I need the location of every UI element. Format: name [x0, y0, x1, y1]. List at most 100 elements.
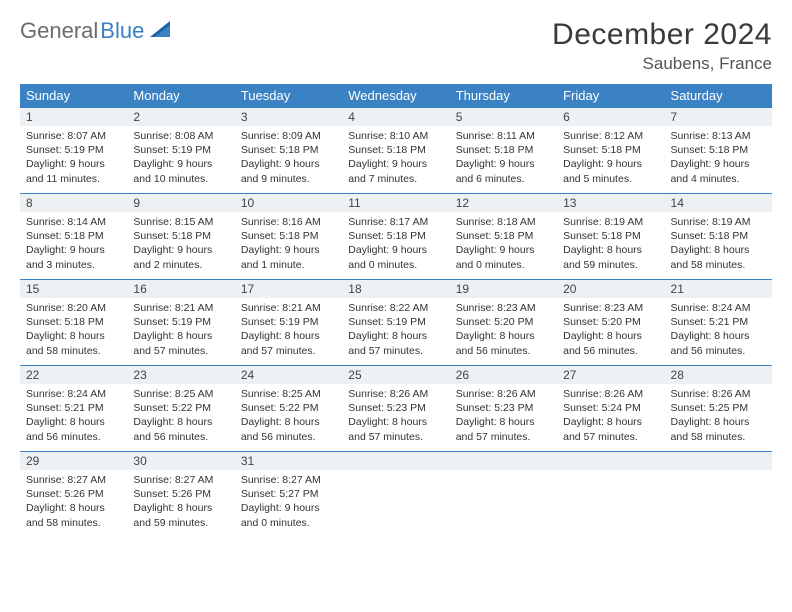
day-line-d1: Daylight: 8 hours — [671, 329, 766, 343]
month-title: December 2024 — [552, 18, 772, 52]
day-number: 3 — [235, 108, 342, 126]
day-details: Sunrise: 8:09 AMSunset: 5:18 PMDaylight:… — [235, 126, 342, 190]
day-line-d1: Daylight: 8 hours — [563, 243, 658, 257]
day-line-d1: Daylight: 9 hours — [348, 243, 443, 257]
day-details — [557, 470, 664, 530]
day-number: 14 — [665, 194, 772, 212]
day-line-d1: Daylight: 8 hours — [26, 329, 121, 343]
day-line-d2: and 58 minutes. — [26, 344, 121, 358]
day-line-d2: and 3 minutes. — [26, 258, 121, 272]
day-number: 30 — [127, 452, 234, 470]
calendar-cell: 4Sunrise: 8:10 AMSunset: 5:18 PMDaylight… — [342, 108, 449, 194]
day-details: Sunrise: 8:21 AMSunset: 5:19 PMDaylight:… — [235, 298, 342, 362]
day-line-d1: Daylight: 9 hours — [26, 157, 121, 171]
day-line-sr: Sunrise: 8:22 AM — [348, 301, 443, 315]
weekday-header: Monday — [127, 84, 234, 108]
day-line-d2: and 56 minutes. — [26, 430, 121, 444]
day-line-sr: Sunrise: 8:16 AM — [241, 215, 336, 229]
day-line-d2: and 5 minutes. — [563, 172, 658, 186]
day-line-d2: and 57 minutes. — [241, 344, 336, 358]
calendar-cell: 10Sunrise: 8:16 AMSunset: 5:18 PMDayligh… — [235, 194, 342, 280]
day-number: 5 — [450, 108, 557, 126]
day-line-sr: Sunrise: 8:20 AM — [26, 301, 121, 315]
day-details: Sunrise: 8:23 AMSunset: 5:20 PMDaylight:… — [557, 298, 664, 362]
day-line-ss: Sunset: 5:18 PM — [241, 143, 336, 157]
day-line-ss: Sunset: 5:25 PM — [671, 401, 766, 415]
day-number — [342, 452, 449, 470]
day-details: Sunrise: 8:20 AMSunset: 5:18 PMDaylight:… — [20, 298, 127, 362]
day-number: 8 — [20, 194, 127, 212]
header: GeneralBlue December 2024 Saubens, Franc… — [20, 18, 772, 74]
day-line-ss: Sunset: 5:18 PM — [133, 229, 228, 243]
day-line-sr: Sunrise: 8:26 AM — [563, 387, 658, 401]
day-line-ss: Sunset: 5:18 PM — [26, 315, 121, 329]
calendar-cell: 5Sunrise: 8:11 AMSunset: 5:18 PMDaylight… — [450, 108, 557, 194]
day-line-ss: Sunset: 5:19 PM — [241, 315, 336, 329]
calendar-cell-empty — [557, 452, 664, 538]
calendar-cell: 16Sunrise: 8:21 AMSunset: 5:19 PMDayligh… — [127, 280, 234, 366]
day-line-d2: and 10 minutes. — [133, 172, 228, 186]
calendar-week-row: 8Sunrise: 8:14 AMSunset: 5:18 PMDaylight… — [20, 194, 772, 280]
day-line-d2: and 9 minutes. — [241, 172, 336, 186]
day-line-d1: Daylight: 8 hours — [241, 329, 336, 343]
day-line-d1: Daylight: 9 hours — [456, 157, 551, 171]
day-line-sr: Sunrise: 8:26 AM — [671, 387, 766, 401]
day-number: 27 — [557, 366, 664, 384]
day-line-sr: Sunrise: 8:24 AM — [671, 301, 766, 315]
day-number: 2 — [127, 108, 234, 126]
day-line-ss: Sunset: 5:18 PM — [671, 229, 766, 243]
day-line-d1: Daylight: 9 hours — [133, 243, 228, 257]
day-line-d2: and 59 minutes. — [563, 258, 658, 272]
calendar-cell: 21Sunrise: 8:24 AMSunset: 5:21 PMDayligh… — [665, 280, 772, 366]
day-line-sr: Sunrise: 8:13 AM — [671, 129, 766, 143]
day-number: 29 — [20, 452, 127, 470]
day-line-ss: Sunset: 5:23 PM — [348, 401, 443, 415]
day-line-sr: Sunrise: 8:25 AM — [133, 387, 228, 401]
day-number: 12 — [450, 194, 557, 212]
day-line-d1: Daylight: 9 hours — [26, 243, 121, 257]
day-line-d2: and 56 minutes. — [241, 430, 336, 444]
day-line-d1: Daylight: 8 hours — [348, 415, 443, 429]
calendar-cell: 28 Sunrise: 8:26 AMSunset: 5:25 PMDayligh… — [665, 366, 772, 452]
day-line-d2: and 56 minutes. — [563, 344, 658, 358]
day-line-d1: Daylight: 9 hours — [133, 157, 228, 171]
day-line-ss: Sunset: 5:18 PM — [348, 143, 443, 157]
day-line-sr: Sunrise: 8:21 AM — [133, 301, 228, 315]
calendar-cell-empty — [450, 452, 557, 538]
day-line-sr: Sunrise: 8:27 AM — [26, 473, 121, 487]
day-line-d2: and 59 minutes. — [133, 516, 228, 530]
day-details — [450, 470, 557, 530]
calendar-cell-empty — [665, 452, 772, 538]
calendar-cell: 31Sunrise: 8:27 AMSunset: 5:27 PMDayligh… — [235, 452, 342, 538]
calendar-cell: 24Sunrise: 8:25 AMSunset: 5:22 PMDayligh… — [235, 366, 342, 452]
calendar-head: SundayMondayTuesdayWednesdayThursdayFrid… — [20, 84, 772, 108]
day-line-d1: Daylight: 8 hours — [456, 415, 551, 429]
calendar-cell: 25Sunrise: 8:26 AMSunset: 5:23 PMDayligh… — [342, 366, 449, 452]
calendar-cell: 6Sunrise: 8:12 AMSunset: 5:18 PMDaylight… — [557, 108, 664, 194]
day-line-sr: Sunrise: 8:15 AM — [133, 215, 228, 229]
day-number — [450, 452, 557, 470]
day-line-ss: Sunset: 5:24 PM — [563, 401, 658, 415]
day-line-d1: Daylight: 8 hours — [671, 415, 766, 429]
day-number: 11 — [342, 194, 449, 212]
day-line-sr: Sunrise: 8:24 AM — [26, 387, 121, 401]
day-details: Sunrise: 8:13 AMSunset: 5:18 PMDaylight:… — [665, 126, 772, 190]
day-number: 20 — [557, 280, 664, 298]
day-line-d2: and 58 minutes. — [671, 430, 766, 444]
calendar-body: 1Sunrise: 8:07 AMSunset: 5:19 PMDaylight… — [20, 108, 772, 538]
day-details: Sunrise: 8:27 AMSunset: 5:27 PMDaylight:… — [235, 470, 342, 534]
day-number: 28 — [665, 366, 772, 384]
day-line-ss: Sunset: 5:21 PM — [26, 401, 121, 415]
calendar-week-row: 15Sunrise: 8:20 AMSunset: 5:18 PMDayligh… — [20, 280, 772, 366]
day-number: 25 — [342, 366, 449, 384]
calendar-cell: 27Sunrise: 8:26 AMSunset: 5:24 PMDayligh… — [557, 366, 664, 452]
day-details: Sunrise: 8:12 AMSunset: 5:18 PMDaylight:… — [557, 126, 664, 190]
day-details: Sunrise: 8:07 AMSunset: 5:19 PMDaylight:… — [20, 126, 127, 190]
calendar-cell: 20Sunrise: 8:23 AMSunset: 5:20 PMDayligh… — [557, 280, 664, 366]
day-line-d2: and 56 minutes. — [456, 344, 551, 358]
calendar-cell: 19Sunrise: 8:23 AMSunset: 5:20 PMDayligh… — [450, 280, 557, 366]
day-line-d2: and 57 minutes. — [133, 344, 228, 358]
calendar-week-row: 22Sunrise: 8:24 AMSunset: 5:21 PMDayligh… — [20, 366, 772, 452]
calendar-cell: 26Sunrise: 8:26 AMSunset: 5:23 PMDayligh… — [450, 366, 557, 452]
day-line-ss: Sunset: 5:23 PM — [456, 401, 551, 415]
